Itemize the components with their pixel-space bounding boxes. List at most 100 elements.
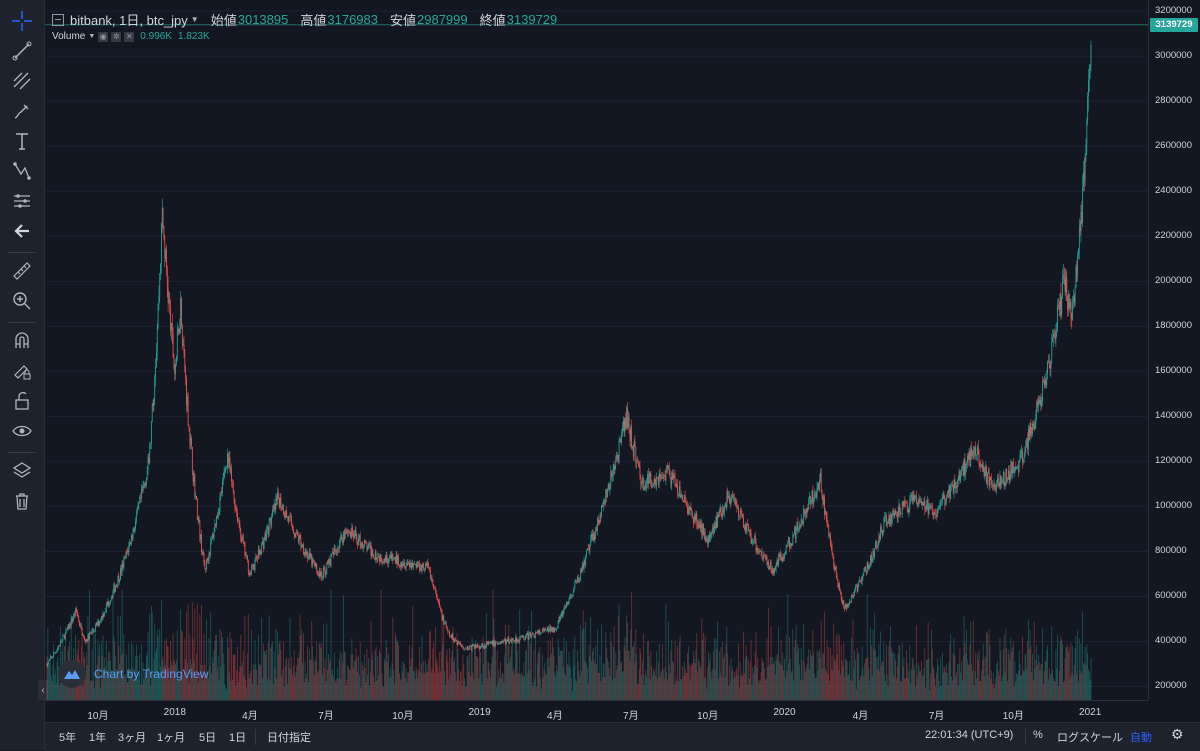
candle-body xyxy=(184,351,186,372)
candle-body xyxy=(537,631,539,634)
trend-line-icon[interactable] xyxy=(6,38,38,64)
eye-icon[interactable]: ◉ xyxy=(98,31,109,42)
range-1y-button[interactable]: 1年 xyxy=(89,732,107,744)
back-arrow-icon[interactable] xyxy=(6,218,38,244)
volume-bar xyxy=(678,641,680,700)
volume-bar xyxy=(210,611,212,700)
volume-bar xyxy=(340,679,342,700)
time-axis[interactable]: 10月 2018 4月 7月 10月 2019 4月 7月 10月 2020 4月 7月 10月 2021 xyxy=(45,700,1148,723)
volume-bar xyxy=(491,656,493,700)
volume-bar xyxy=(962,656,964,700)
volume-bar xyxy=(1032,654,1033,700)
candle-body xyxy=(877,542,879,548)
candle-body xyxy=(535,632,536,637)
volume-bar xyxy=(1073,664,1075,700)
candle-body xyxy=(320,571,322,577)
range-1m-button[interactable]: 1ヶ月 xyxy=(157,732,186,744)
candle-body xyxy=(1033,424,1035,430)
auto-scale-button[interactable]: 自動 xyxy=(1130,732,1152,744)
candle-body xyxy=(270,518,272,526)
brush-icon[interactable] xyxy=(6,98,38,124)
volume-bar xyxy=(992,684,993,700)
candle-body xyxy=(857,585,859,592)
tradingview-watermark[interactable]: Chart by TradingView xyxy=(58,660,209,688)
volume-bar xyxy=(677,645,678,700)
candle-body xyxy=(333,551,334,555)
clock[interactable]: 22:01:34 (UTC+9) xyxy=(925,729,1014,741)
volume-bar xyxy=(737,674,739,700)
zoom-in-icon[interactable] xyxy=(6,288,38,314)
fib-icon[interactable] xyxy=(6,68,38,94)
ruler-icon[interactable] xyxy=(6,258,38,284)
volume-bar xyxy=(557,639,559,700)
volume-bar xyxy=(592,648,594,700)
volume-bar xyxy=(582,610,584,700)
range-3m-button[interactable]: 3ヶ月 xyxy=(118,732,147,744)
trash-icon[interactable] xyxy=(6,488,38,514)
candle-body xyxy=(695,513,697,520)
range-5d-button[interactable]: 5日 xyxy=(199,732,217,744)
volume-label[interactable]: Volume xyxy=(52,31,86,42)
lock-drawing-icon[interactable] xyxy=(6,358,38,384)
crosshair-icon[interactable] xyxy=(6,8,38,34)
volume-bar xyxy=(841,661,843,700)
eye-icon[interactable] xyxy=(6,418,38,444)
volume-bar xyxy=(708,651,709,700)
toolbar-divider xyxy=(8,322,36,323)
symbol-title[interactable]: bitbank, 1日, btc_jpy xyxy=(70,13,188,28)
volume-bar xyxy=(264,650,266,700)
volume-bar xyxy=(741,672,743,700)
volume-bar xyxy=(470,676,471,700)
candle-body xyxy=(578,580,580,583)
volume-bar xyxy=(188,682,190,700)
candle-body xyxy=(159,273,161,297)
volume-bar xyxy=(293,650,295,700)
volume-bar xyxy=(103,670,105,700)
candle-body xyxy=(698,522,700,526)
gear-icon[interactable]: ✲ xyxy=(111,31,122,42)
price-chart[interactable] xyxy=(45,0,1148,700)
pattern-icon[interactable] xyxy=(6,158,38,184)
candle-body xyxy=(754,535,755,540)
percent-button[interactable]: % xyxy=(1033,729,1043,741)
candle-body xyxy=(804,510,806,515)
candle-body xyxy=(770,561,772,572)
text-icon[interactable] xyxy=(6,128,38,154)
range-5y-button[interactable]: 5年 xyxy=(59,732,77,744)
volume-bar xyxy=(160,666,161,700)
log-scale-button[interactable]: ログスケール xyxy=(1057,732,1123,744)
range-1d-button[interactable]: 1日 xyxy=(229,732,247,744)
candle-body xyxy=(607,489,608,498)
magnet-icon[interactable] xyxy=(6,328,38,354)
unlock-icon[interactable] xyxy=(6,388,38,414)
volume-bar xyxy=(534,679,536,700)
candle-body xyxy=(269,518,271,520)
volume-bar xyxy=(738,643,739,700)
candle-body xyxy=(286,510,288,518)
volume-bar xyxy=(235,686,237,700)
low-value: 2987999 xyxy=(417,12,468,27)
minus-square-icon[interactable] xyxy=(52,13,64,26)
chevron-down-icon[interactable]: ▼ xyxy=(88,33,96,40)
volume-bar xyxy=(1006,648,1008,700)
volume-bar xyxy=(767,666,769,700)
volume-bar xyxy=(477,657,479,700)
close-icon[interactable]: ✕ xyxy=(124,31,135,42)
candle-body xyxy=(749,529,751,534)
prediction-icon[interactable] xyxy=(6,188,38,214)
candle-body xyxy=(558,617,560,622)
volume-bar xyxy=(130,642,132,700)
chevron-down-icon[interactable]: ▼ xyxy=(190,15,199,24)
volume-bar xyxy=(196,604,198,700)
layers-icon[interactable] xyxy=(6,458,38,484)
volume-bar xyxy=(650,650,652,700)
candle-body xyxy=(243,542,245,544)
volume-bar xyxy=(215,634,217,700)
candle-body xyxy=(301,547,303,548)
volume-bar xyxy=(464,678,465,700)
gear-icon[interactable]: ⚙ xyxy=(1171,726,1184,742)
goto-date-button[interactable]: 日付指定 xyxy=(267,732,311,744)
price-axis[interactable]: 3200000 3000000 2800000 2600000 2400000 22000… xyxy=(1148,0,1200,700)
collapse-toolbar-button[interactable]: ‹ xyxy=(38,680,48,700)
candle-body xyxy=(488,641,490,645)
